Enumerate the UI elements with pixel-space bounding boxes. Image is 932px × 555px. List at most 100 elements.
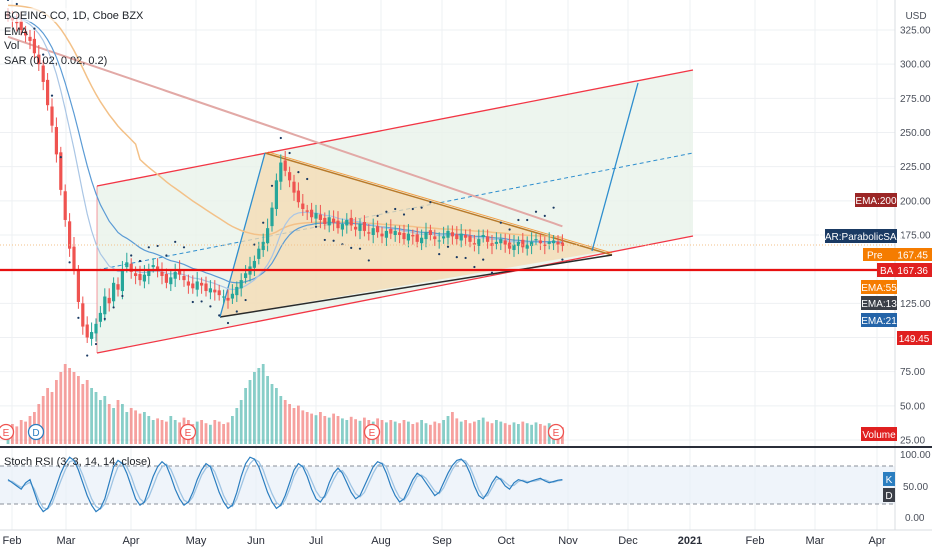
candle-body[interactable] (296, 190, 300, 203)
candle-body[interactable] (415, 234, 419, 242)
candle-body[interactable] (19, 21, 23, 30)
candle-body[interactable] (543, 244, 547, 246)
candle-body[interactable] (450, 232, 454, 237)
candle-body[interactable] (472, 243, 476, 245)
candle-body[interactable] (521, 239, 525, 248)
candle-body[interactable] (116, 284, 120, 290)
candle-body[interactable] (200, 282, 204, 286)
low-price-label[interactable]: 149.45 (897, 331, 932, 345)
candle-body[interactable] (530, 241, 534, 246)
candle-body[interactable] (503, 240, 507, 245)
ema200-axis-label[interactable]: EMA:200 (855, 193, 897, 207)
candle-body[interactable] (217, 290, 221, 296)
candle-body[interactable] (98, 312, 102, 322)
candle-body[interactable] (556, 241, 560, 245)
candle-body[interactable] (384, 230, 388, 238)
candle-body[interactable] (239, 280, 243, 289)
candle-body[interactable] (182, 276, 186, 281)
vol-legend[interactable]: Vol (4, 40, 19, 52)
candle-body[interactable] (164, 273, 168, 283)
candle-body[interactable] (213, 289, 217, 293)
ema55-axis-label[interactable]: EMA:55 (861, 280, 897, 294)
candle-body[interactable] (270, 207, 274, 227)
candle-body[interactable] (354, 226, 358, 230)
premarket-label[interactable]: Pre 167.45 (863, 248, 932, 262)
candle-body[interactable] (560, 242, 564, 246)
candle-body[interactable] (459, 233, 463, 241)
candle-body[interactable] (46, 79, 50, 106)
candle-body[interactable] (90, 332, 94, 339)
candle-body[interactable] (305, 210, 309, 212)
candle-body[interactable] (468, 235, 472, 242)
sar-axis-label[interactable]: SAR:ParabolicSAR (818, 229, 904, 243)
candle-body[interactable] (345, 219, 349, 226)
candle-body[interactable] (376, 226, 380, 233)
candle-body[interactable] (147, 269, 151, 276)
stoch-rsi-title[interactable]: Stoch RSI (3, 3, 14, 14, close) (4, 456, 151, 468)
earnings-event-icon[interactable] (547, 423, 565, 441)
candle-body[interactable] (428, 230, 432, 235)
candle-body[interactable] (534, 239, 538, 241)
candle-body[interactable] (85, 324, 89, 338)
candle-body[interactable] (393, 230, 397, 235)
candle-body[interactable] (279, 162, 283, 182)
candle-body[interactable] (59, 152, 63, 190)
candle-body[interactable] (50, 106, 54, 126)
candle-body[interactable] (437, 240, 441, 242)
candle-body[interactable] (266, 228, 270, 244)
candle-body[interactable] (129, 263, 133, 272)
candle-body[interactable] (499, 239, 503, 244)
earnings-event-icon[interactable] (0, 423, 15, 441)
candle-body[interactable] (15, 21, 19, 24)
candle-body[interactable] (310, 209, 314, 218)
candle-body[interactable] (301, 203, 305, 210)
candle-body[interactable] (68, 221, 72, 249)
candle-body[interactable] (178, 269, 182, 275)
candle-body[interactable] (446, 230, 450, 238)
triangle-upper-edge[interactable] (264, 152, 613, 256)
candle-body[interactable] (516, 241, 520, 246)
candle-body[interactable] (288, 172, 292, 181)
candle-body[interactable] (486, 236, 490, 242)
triangle-lower-edge[interactable] (219, 254, 613, 318)
candle-body[interactable] (477, 239, 481, 246)
candle-body[interactable] (481, 235, 485, 238)
candle-body[interactable] (402, 232, 406, 240)
candle-body[interactable] (72, 246, 76, 270)
candle-body[interactable] (323, 217, 327, 225)
ema13-axis-label[interactable]: EMA:13 (861, 296, 897, 310)
candle-body[interactable] (195, 281, 199, 290)
candle-body[interactable] (398, 232, 402, 235)
candle-body[interactable] (340, 224, 344, 230)
candle-body[interactable] (222, 296, 226, 298)
candle-body[interactable] (442, 236, 446, 239)
channel-lower-line[interactable] (96, 235, 694, 354)
candle-body[interactable] (81, 303, 85, 327)
candle-body[interactable] (367, 232, 371, 234)
candle-body[interactable] (134, 273, 138, 276)
candle-body[interactable] (103, 296, 107, 315)
candle-body[interactable] (420, 237, 424, 244)
candle-body[interactable] (191, 283, 195, 289)
candle-body[interactable] (455, 234, 459, 240)
earnings-event-icon[interactable] (179, 423, 197, 441)
candle-body[interactable] (327, 217, 331, 226)
volume-axis-label[interactable]: Volume (861, 427, 897, 441)
candle-body[interactable] (411, 235, 415, 237)
candle-body[interactable] (332, 218, 336, 223)
channel-upper-line[interactable] (96, 69, 694, 187)
candle-body[interactable] (318, 214, 322, 220)
candle-body[interactable] (208, 288, 212, 293)
candle-body[interactable] (252, 260, 256, 268)
candle-body[interactable] (204, 283, 208, 292)
candle-body[interactable] (538, 240, 542, 244)
candle-body[interactable] (362, 222, 366, 231)
candle-body[interactable] (358, 224, 362, 231)
candle-body[interactable] (380, 233, 384, 237)
ema21-axis-label[interactable]: EMA:21 (861, 313, 897, 327)
candle-body[interactable] (349, 217, 353, 226)
symbol-legend[interactable]: BOEING CO, 1D, Cboe BZX (4, 10, 144, 22)
candle-body[interactable] (464, 235, 468, 238)
candle-body[interactable] (336, 220, 340, 229)
dividend-event-icon[interactable] (27, 423, 45, 441)
